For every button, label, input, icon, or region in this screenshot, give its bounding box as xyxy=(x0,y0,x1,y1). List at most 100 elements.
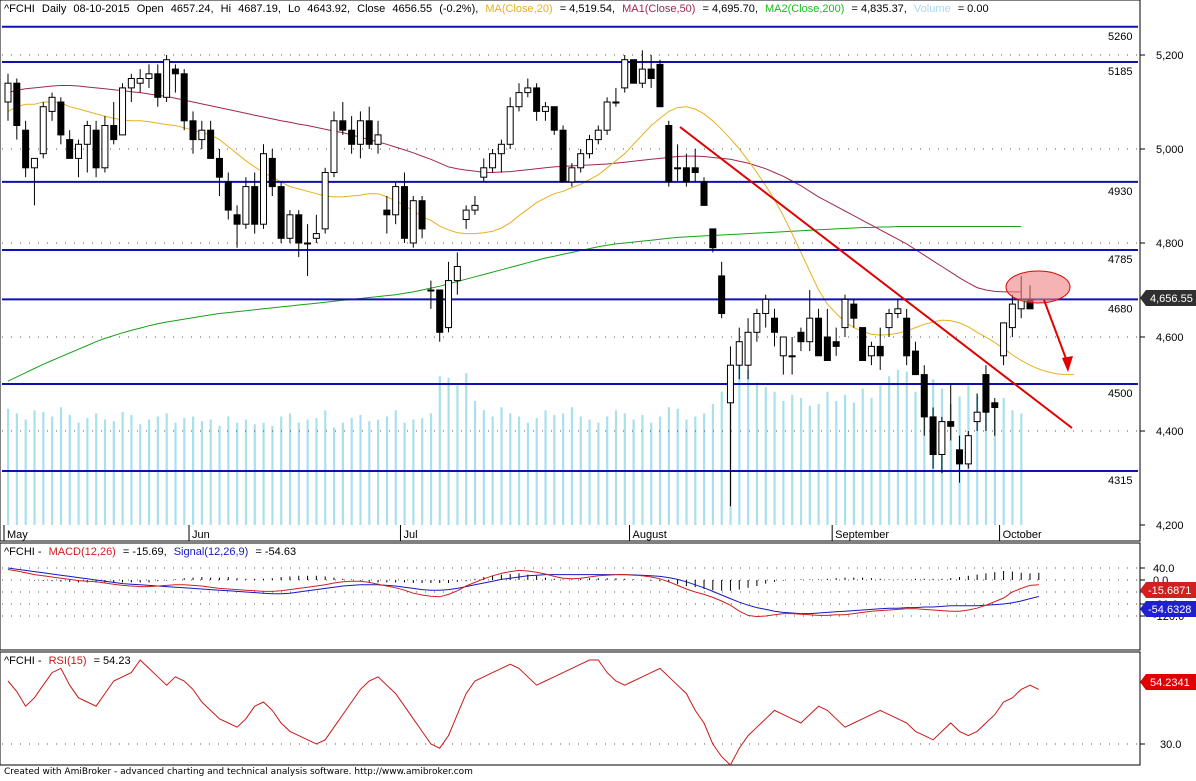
volume-bar xyxy=(676,408,679,525)
candle-down xyxy=(13,82,21,126)
level-label: 4315 xyxy=(1108,475,1132,487)
volume-bar xyxy=(482,410,485,525)
volume-bar xyxy=(597,422,600,525)
candle-down xyxy=(797,331,805,343)
candle-up xyxy=(621,59,629,89)
month-label: Jun xyxy=(192,529,210,541)
candle-up xyxy=(964,435,972,465)
price-tick-label: 4,400 xyxy=(1156,426,1184,438)
candle-up xyxy=(638,68,646,84)
candle-up xyxy=(762,298,770,314)
volume-bar xyxy=(703,413,706,525)
candle-up xyxy=(612,101,620,104)
candle-down xyxy=(718,275,726,314)
header-ma20-label: MA(Close,20) xyxy=(485,3,552,15)
candle-up xyxy=(841,298,849,329)
candle-up xyxy=(471,204,479,211)
candle-up xyxy=(445,280,453,329)
candle-down xyxy=(268,157,276,188)
month-label: May xyxy=(7,529,28,541)
candle-down xyxy=(66,139,74,159)
rsi-value: = 54.23 xyxy=(94,655,131,667)
candle-up xyxy=(894,308,902,314)
volume-bar xyxy=(121,411,124,525)
candle-down xyxy=(154,73,162,98)
volume-bar xyxy=(1020,413,1023,525)
candle-down xyxy=(771,317,778,333)
candle-down xyxy=(947,421,955,427)
candle-down xyxy=(171,68,179,75)
volume-bar xyxy=(632,419,635,525)
volume-bar xyxy=(923,397,926,525)
ma50-line xyxy=(7,85,1022,293)
candle-up xyxy=(744,331,752,366)
candle-up xyxy=(83,125,91,145)
header-volume-label: Volume xyxy=(914,3,951,15)
candle-up xyxy=(515,92,523,108)
candle-down xyxy=(207,129,215,159)
candle-down xyxy=(22,129,30,169)
candle-down xyxy=(691,167,699,174)
volume-bar xyxy=(24,419,27,525)
header-open: 4657.24 xyxy=(171,3,211,15)
volume-bar xyxy=(244,419,248,525)
volume-bar xyxy=(7,408,10,525)
month-label: Jul xyxy=(403,529,417,541)
candle-up xyxy=(119,87,127,136)
rsi-label: RSI(15) xyxy=(49,655,87,667)
month-axis: May Jun Jul August September October xyxy=(3,525,1042,541)
candle-up xyxy=(585,139,593,155)
candle-down xyxy=(277,186,285,239)
header-period: Daily xyxy=(42,3,67,15)
candle-up xyxy=(480,167,488,178)
candle-down xyxy=(630,59,638,84)
forecast-arrow-head xyxy=(1062,356,1073,372)
candle-down xyxy=(956,449,964,465)
volume-bar xyxy=(77,422,80,525)
volume-bar xyxy=(15,413,19,525)
signal-value: = -54.63 xyxy=(255,546,296,558)
candle-up xyxy=(330,120,338,174)
volume-bar xyxy=(332,427,336,525)
candle-down xyxy=(418,200,426,230)
candle-up xyxy=(603,101,611,131)
candle-down xyxy=(823,336,831,361)
signal-badge: -54.6328 xyxy=(1140,601,1196,617)
macd-symbol: ^FCHI - xyxy=(4,546,42,558)
candle-down xyxy=(251,186,259,225)
price-tick-label: 5,200 xyxy=(1156,50,1184,62)
candle-down xyxy=(400,186,408,239)
month-label: September xyxy=(835,529,889,541)
macd-line xyxy=(7,569,1039,618)
candle-down xyxy=(383,209,391,216)
volume-bar xyxy=(570,407,574,525)
level-label: 5260 xyxy=(1108,31,1132,43)
candle-up xyxy=(374,134,382,145)
volume-bar xyxy=(984,401,988,525)
volume-bar xyxy=(888,376,891,525)
volume-bar xyxy=(147,419,151,525)
volume-bar xyxy=(791,394,794,525)
candle-down xyxy=(859,327,867,362)
candle-up xyxy=(145,73,153,80)
volume-bar xyxy=(306,419,309,525)
candle-up xyxy=(74,143,82,159)
candle-down xyxy=(339,120,347,131)
signal-line xyxy=(7,567,1039,615)
candle-down xyxy=(647,68,655,79)
level-label: 4785 xyxy=(1108,254,1132,266)
volume-bar xyxy=(33,410,36,525)
month-label: October xyxy=(1003,529,1042,541)
volume-bar xyxy=(297,422,300,525)
volume-bar xyxy=(870,397,873,525)
candle-up xyxy=(462,209,470,221)
signal-label: Signal(12,26,9) xyxy=(174,546,249,558)
downtrend-line xyxy=(679,126,1073,429)
candle-down xyxy=(233,214,241,225)
candle-down xyxy=(920,374,928,418)
month-label: August xyxy=(633,529,667,541)
header-ma200-label: MA2(Close,200) xyxy=(765,3,844,15)
candle-up xyxy=(321,172,329,230)
volume-bar xyxy=(341,422,344,525)
candle-up xyxy=(304,242,312,245)
